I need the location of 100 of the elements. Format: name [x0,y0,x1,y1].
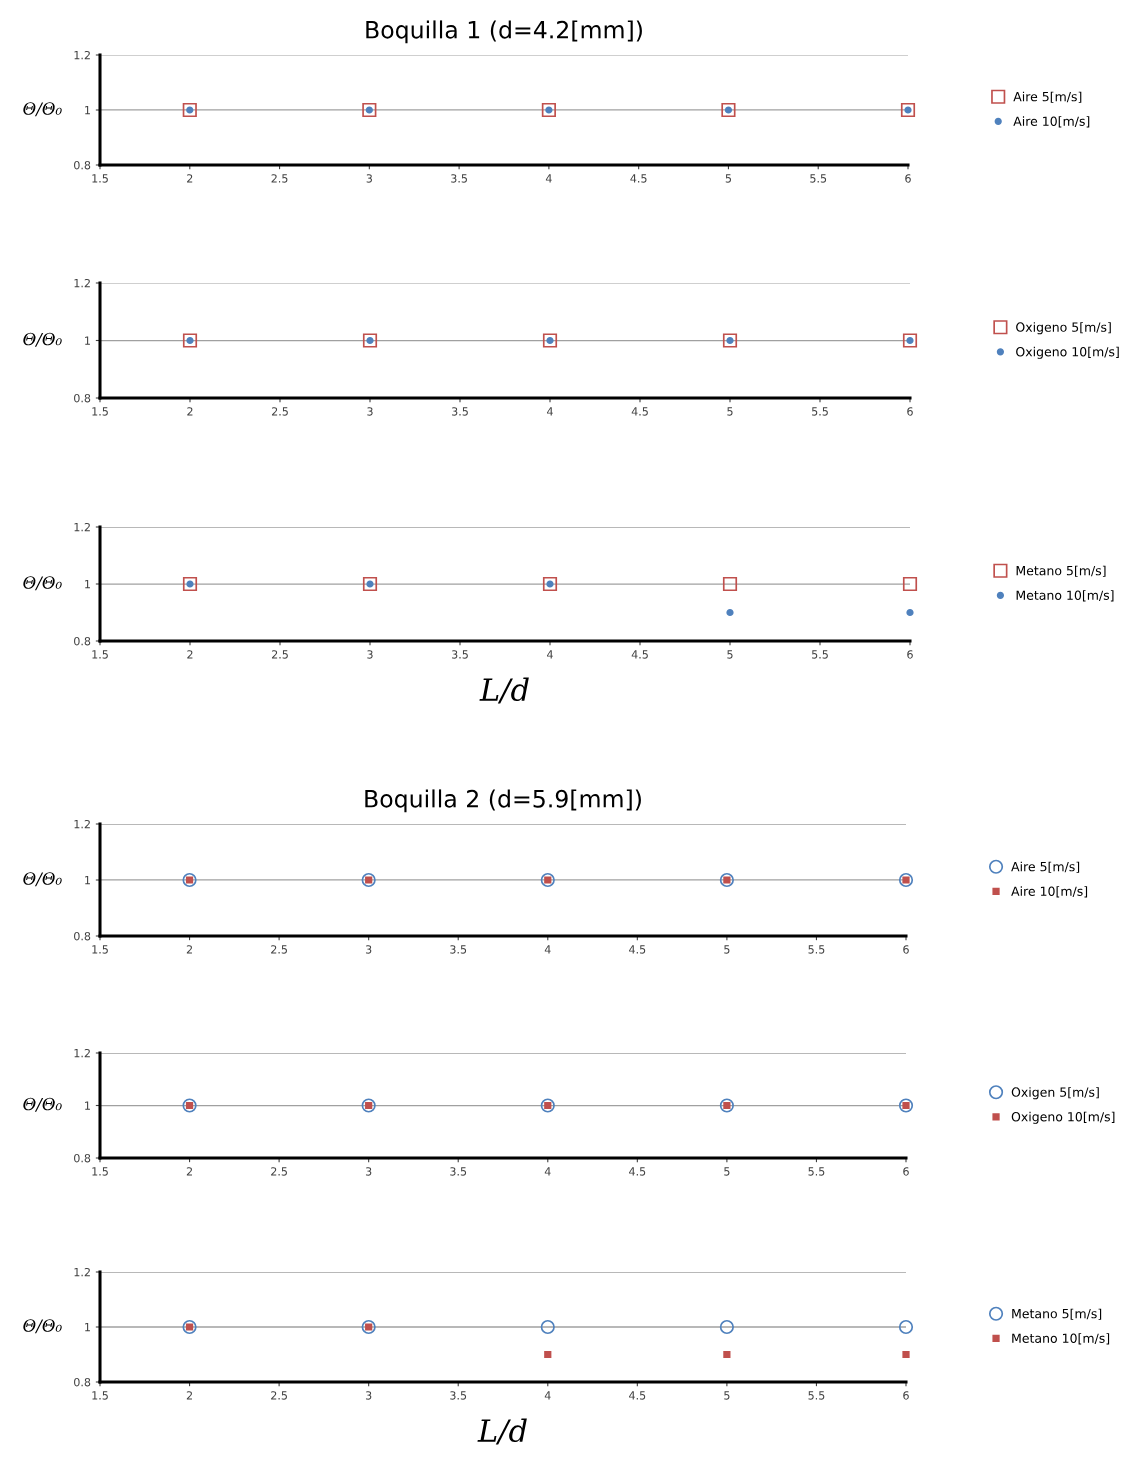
x-tick-label: 6 [907,407,913,416]
legend-label: Aire 10[m/s] [1011,886,1088,898]
legend-label: Metano 10[m/s] [1016,590,1114,602]
x-tick-label: 3.5 [452,407,468,416]
x-tick-label: 5 [724,945,730,954]
x-tick-label: 2.5 [271,1391,287,1400]
y-tick-label: 1 [85,1101,90,1110]
x-tick-label: 3 [366,174,372,183]
x-tick-label: 4 [547,650,553,659]
x-tick-label: 5.5 [808,1391,825,1400]
x-tick-label: 5 [724,1167,730,1176]
x-tick-label: 5.5 [812,407,828,416]
y-tick-label: 1.2 [74,522,90,532]
x-tick-label: 2 [186,945,192,954]
x-tick-label: 4 [545,174,552,183]
x-tick-label: 4 [544,1391,551,1400]
x-tick-label: 6 [903,1167,909,1176]
x-tick-label: 2 [187,407,193,416]
x-tick-label: 6 [905,174,911,183]
legend-label: Oxigeno 5[m/s] [1016,322,1111,335]
y-tick-label: 0.8 [74,636,91,646]
x-tick-label: 5.5 [812,650,828,659]
x-tick-label: 3 [367,650,373,659]
legend-label: Aire 5[m/s] [1011,861,1080,873]
y-axis-title: Θ/Θ₀ [23,576,62,591]
y-tick-label: 1 [85,580,90,589]
x-tick-label: 2.5 [271,945,287,954]
x-tick-label: 2 [186,1391,192,1400]
x-axis-title: L/d [479,677,529,704]
y-tick-label: 0.8 [74,393,91,403]
legend-label: Metano 10[m/s] [1012,1333,1110,1345]
legend-label: Oxigeno 10[m/s] [1016,346,1119,359]
legend-label: Oxigen 5[m/s] [1011,1087,1099,1100]
x-tick-label: 3.5 [450,945,467,954]
x-tick-label: 5.5 [810,174,827,183]
x-tick-label: 5 [725,174,732,183]
x-tick-label: 1.5 [92,945,108,954]
legend-label: Metano 5[m/s] [1012,1308,1102,1320]
x-tick-label: 4.5 [629,1167,646,1176]
x-tick-label: 5 [727,650,733,659]
legend-label: Oxigeno 10[m/s] [1011,1111,1115,1124]
y-axis-title: Θ/Θ₀ [23,332,62,347]
x-tick-label: 4.5 [630,174,647,183]
x-tick-label: 6 [907,650,913,659]
x-tick-label: 6 [903,945,909,954]
legend-label: Aire 10[m/s] [1013,116,1090,128]
x-tick-label: 4.5 [629,1391,646,1400]
x-tick-label: 4.5 [631,650,648,659]
x-tick-label: 2 [187,650,193,659]
y-axis-title: Θ/Θ₀ [23,1319,62,1334]
x-tick-label: 3 [365,945,372,954]
x-tick-label: 5 [724,1391,730,1400]
x-tick-label: 3 [365,1391,372,1400]
x-tick-label: 5.5 [808,1167,825,1176]
x-tick-label: 1.5 [92,1391,108,1400]
y-tick-label: 1.2 [74,1267,90,1277]
x-tick-label: 2.5 [271,407,288,416]
x-tick-label: 3.5 [452,650,468,659]
x-tick-label: 5.5 [808,945,825,954]
y-axis-title: Θ/Θ₀ [23,872,62,887]
y-tick-label: 0.8 [74,160,91,170]
x-tick-label: 3 [365,1167,372,1176]
legend-label: Aire 5[m/s] [1013,91,1082,103]
x-tick-label: 3 [367,407,373,416]
x-tick-label: 4 [547,407,553,416]
x-tick-label: 5 [727,407,733,416]
y-tick-label: 1 [85,876,90,885]
x-tick-label: 4 [544,1167,551,1176]
x-tick-label: 1.5 [92,407,108,416]
x-tick-label: 6 [903,1391,909,1400]
x-tick-label: 2 [187,174,193,183]
y-tick-label: 0.8 [74,1377,91,1387]
y-axis-title: Θ/Θ₀ [23,1097,62,1112]
x-tick-label: 1.5 [92,650,108,659]
x-tick-label: 2.5 [271,1167,287,1176]
x-tick-label: 4 [544,945,551,954]
y-tick-label: 1.2 [74,1048,90,1058]
x-tick-label: 4.5 [631,407,648,416]
x-axis-title: L/d [477,1418,527,1445]
x-tick-label: 3.5 [451,174,467,183]
x-tick-label: 4.5 [629,945,646,954]
chart-title: Boquilla 2 (d=5.9[mm]) [365,789,641,813]
x-tick-label: 2 [186,1167,192,1176]
legend-label: Metano 5[m/s] [1016,565,1106,577]
x-tick-label: 3.5 [450,1167,467,1176]
y-tick-label: 0.8 [74,931,91,941]
x-tick-label: 2.5 [271,650,288,659]
y-tick-label: 1 [85,336,90,345]
y-tick-label: 0.8 [74,1153,91,1163]
x-tick-label: 2.5 [271,174,288,183]
y-tick-label: 1.2 [74,819,90,829]
y-tick-label: 1.2 [74,278,90,288]
x-tick-label: 1.5 [92,174,108,183]
x-tick-label: 1.5 [92,1167,108,1176]
y-tick-label: 1.2 [74,50,90,60]
y-tick-label: 1 [85,1323,90,1332]
y-axis-title: Θ/Θ₀ [23,102,62,117]
chart-title: Boquilla 1 (d=4.2[mm]) [366,20,642,44]
x-tick-label: 3.5 [450,1391,467,1400]
y-tick-label: 1 [85,106,90,115]
